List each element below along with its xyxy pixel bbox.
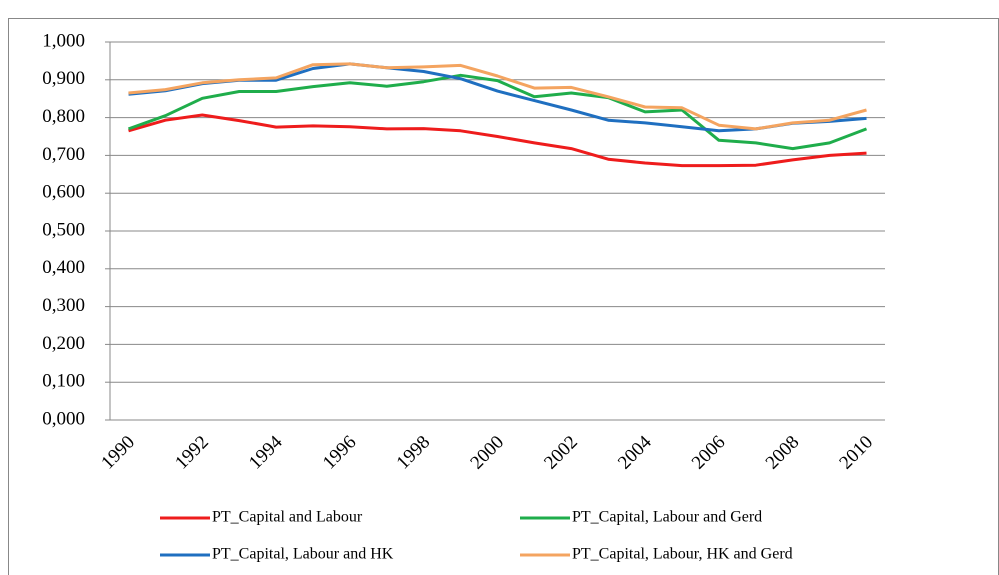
series-line [128, 113, 867, 168]
chart-frame [8, 18, 999, 575]
legend-label: PT_Capital and Labour [212, 509, 363, 526]
y-tick-label: 0,100 [42, 371, 85, 392]
legend-label: PT_Capital, Labour, HK and Gerd [572, 546, 793, 563]
y-tick-label: 1,000 [42, 30, 85, 51]
y-tick-label: 0,200 [42, 333, 85, 354]
y-tick-label: 0,500 [42, 219, 85, 240]
y-tick-label: 0,400 [42, 257, 85, 278]
series-line [127, 73, 868, 151]
legend-label: PT_Capital, Labour and Gerd [572, 509, 762, 526]
y-tick-label: 0,000 [42, 408, 85, 429]
y-tick-label: 0,600 [42, 182, 85, 203]
series-line [128, 62, 867, 131]
y-tick-label: 0,300 [42, 295, 85, 316]
y-tick-label: 0,700 [42, 144, 85, 165]
y-tick-label: 0,800 [42, 106, 85, 127]
y-tick-label: 0,900 [42, 68, 85, 89]
legend-label: PT_Capital, Labour and HK [212, 546, 394, 563]
